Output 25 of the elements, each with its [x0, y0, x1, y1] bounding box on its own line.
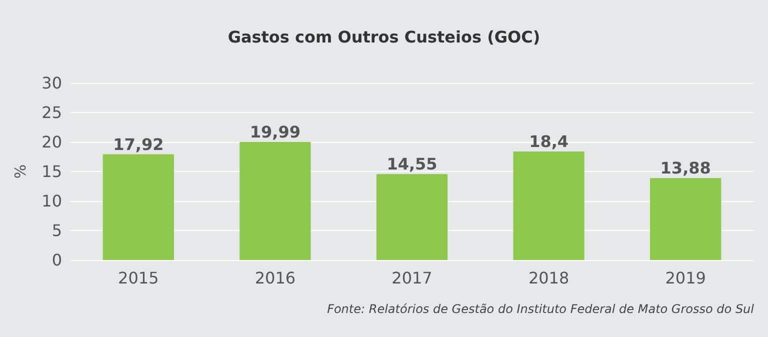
x-tick-label: 2017: [392, 268, 432, 288]
y-tick-label: 30: [42, 74, 62, 92]
data-label: 18,4: [529, 132, 569, 151]
bar: [102, 154, 174, 260]
y-tick-label: 10: [42, 192, 62, 210]
x-tick-label: 2015: [118, 268, 159, 288]
y-tick-label: 5: [52, 221, 62, 240]
y-axis-title: %: [12, 164, 30, 179]
x-tick-label: 2018: [528, 268, 570, 288]
bar: [650, 178, 722, 260]
x-tick-label: 2016: [254, 268, 296, 288]
y-tick-label: 0: [52, 250, 62, 270]
data-label: 17,92: [113, 134, 164, 154]
bar: [513, 151, 584, 260]
data-label: 13,88: [660, 158, 711, 178]
y-tick-label: 25: [42, 103, 62, 122]
bar: [376, 174, 448, 260]
y-tick-label: 20: [42, 132, 62, 152]
data-label: 19,99: [250, 122, 301, 142]
bar: [240, 142, 311, 260]
source-note: Fonte: Relatórios de Gestão do Instituto Federal de Mato Grosso do Sul: [327, 302, 755, 316]
chart-title: Gastos com Outros Custeios (GOC): [228, 28, 540, 46]
data-label: 14,55: [386, 154, 438, 174]
y-tick-label: 15: [42, 162, 62, 181]
x-tick-label: 2019: [665, 268, 706, 288]
